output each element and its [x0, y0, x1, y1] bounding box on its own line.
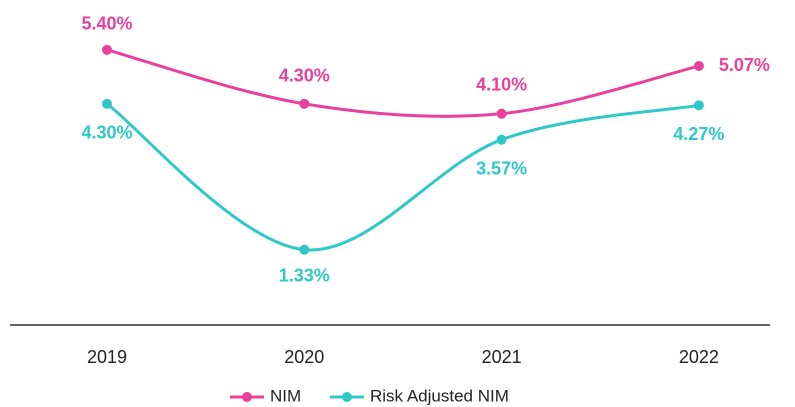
data-label: 5.40%	[81, 14, 132, 34]
series-line	[106, 102, 700, 252]
data-point	[299, 98, 310, 109]
x-tick-label: 2020	[284, 347, 324, 367]
data-label: 1.33%	[279, 265, 330, 285]
data-label: 4.30%	[279, 66, 330, 86]
data-label: 4.10%	[476, 74, 527, 94]
legend-marker	[242, 392, 252, 402]
data-label: 5.07%	[719, 55, 770, 75]
data-label: 4.30%	[81, 123, 132, 143]
data-point	[102, 98, 112, 109]
data-label: 3.57%	[476, 158, 527, 178]
data-point	[496, 134, 507, 145]
data-point	[496, 108, 507, 119]
data-point	[693, 100, 704, 111]
data-point	[102, 44, 112, 55]
x-tick-label: 2021	[482, 347, 522, 367]
x-tick-label: 2019	[87, 347, 127, 367]
legend-label: Risk Adjusted NIM	[370, 386, 509, 405]
series-line	[106, 48, 700, 118]
data-point	[299, 244, 310, 255]
x-tick-label: 2022	[679, 347, 719, 367]
data-label: 4.27%	[673, 124, 724, 144]
legend-label: NIM	[270, 386, 301, 405]
data-point	[693, 61, 704, 72]
legend-marker	[342, 392, 352, 402]
